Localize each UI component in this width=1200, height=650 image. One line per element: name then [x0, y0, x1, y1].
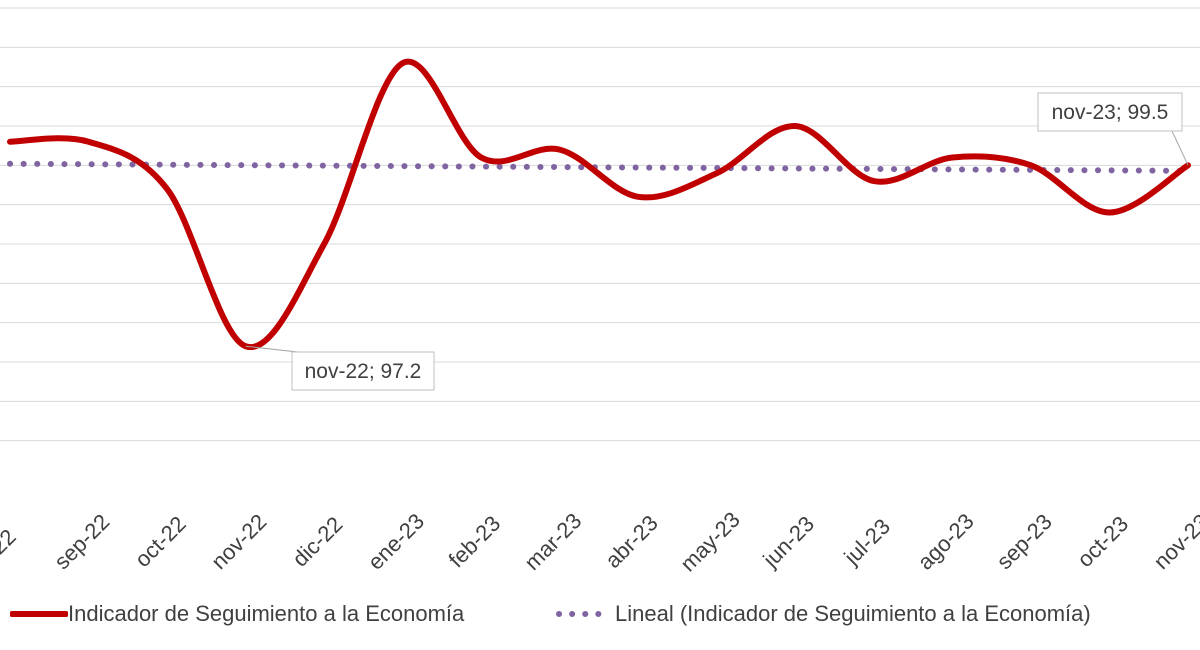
legend-label-main: Indicador de Seguimiento a la Economía: [68, 601, 465, 626]
x-tick-label: ago-23: [913, 509, 979, 575]
legend-item-main: Indicador de Seguimiento a la Economía: [10, 594, 464, 634]
x-tick-label: dic-22: [287, 512, 347, 572]
x-tick-label: sep-22: [49, 509, 114, 574]
x-tick-label: feb-23: [444, 511, 506, 573]
callout-box: [291, 351, 435, 391]
callout-box: [1037, 92, 1183, 132]
trendline-series: [7, 160, 1191, 174]
x-tick-label: nov-22: [206, 509, 271, 574]
x-tick-label: sep-23: [992, 509, 1057, 574]
x-tick-label: abr-23: [600, 510, 663, 573]
legend-swatch-line: [10, 611, 68, 617]
x-tick-label: 22: [0, 524, 21, 559]
x-tick-label: nov-23: [1149, 509, 1200, 574]
callout-label: nov-22; 97.2: [305, 360, 422, 383]
x-axis-tick-labels: 22 sep-22 oct-22 nov-22 dic-22 ene-23 feb-23 ma…: [0, 507, 1200, 577]
callout-leader: [245, 345, 299, 353]
trendline: [7, 160, 1191, 174]
x-tick-label: oct-23: [1072, 511, 1133, 572]
x-tick-label: may-23: [675, 507, 745, 577]
x-tick-label: jun-23: [757, 511, 819, 573]
gridlines: [0, 7, 1200, 442]
x-tick-label: mar-23: [520, 508, 587, 575]
x-tick-label: ene-23: [363, 509, 429, 575]
callout-label: nov-23; 99.5: [1052, 101, 1169, 124]
legend-item-trend: Lineal (Indicador de Seguimiento a la Ec…: [555, 594, 1091, 634]
legend: Indicador de Seguimiento a la Economía L…: [0, 594, 1200, 634]
legend-swatch-dotted: [556, 611, 614, 617]
x-tick-label: jul-23: [839, 514, 895, 570]
legend-label-trend: Lineal (Indicador de Seguimiento a la Ec…: [615, 601, 1091, 626]
data-callouts: nov-22; 97.2 nov-23; 99.5: [245, 92, 1189, 391]
x-tick-label: oct-22: [130, 511, 191, 572]
callout-leader: [1171, 130, 1189, 166]
